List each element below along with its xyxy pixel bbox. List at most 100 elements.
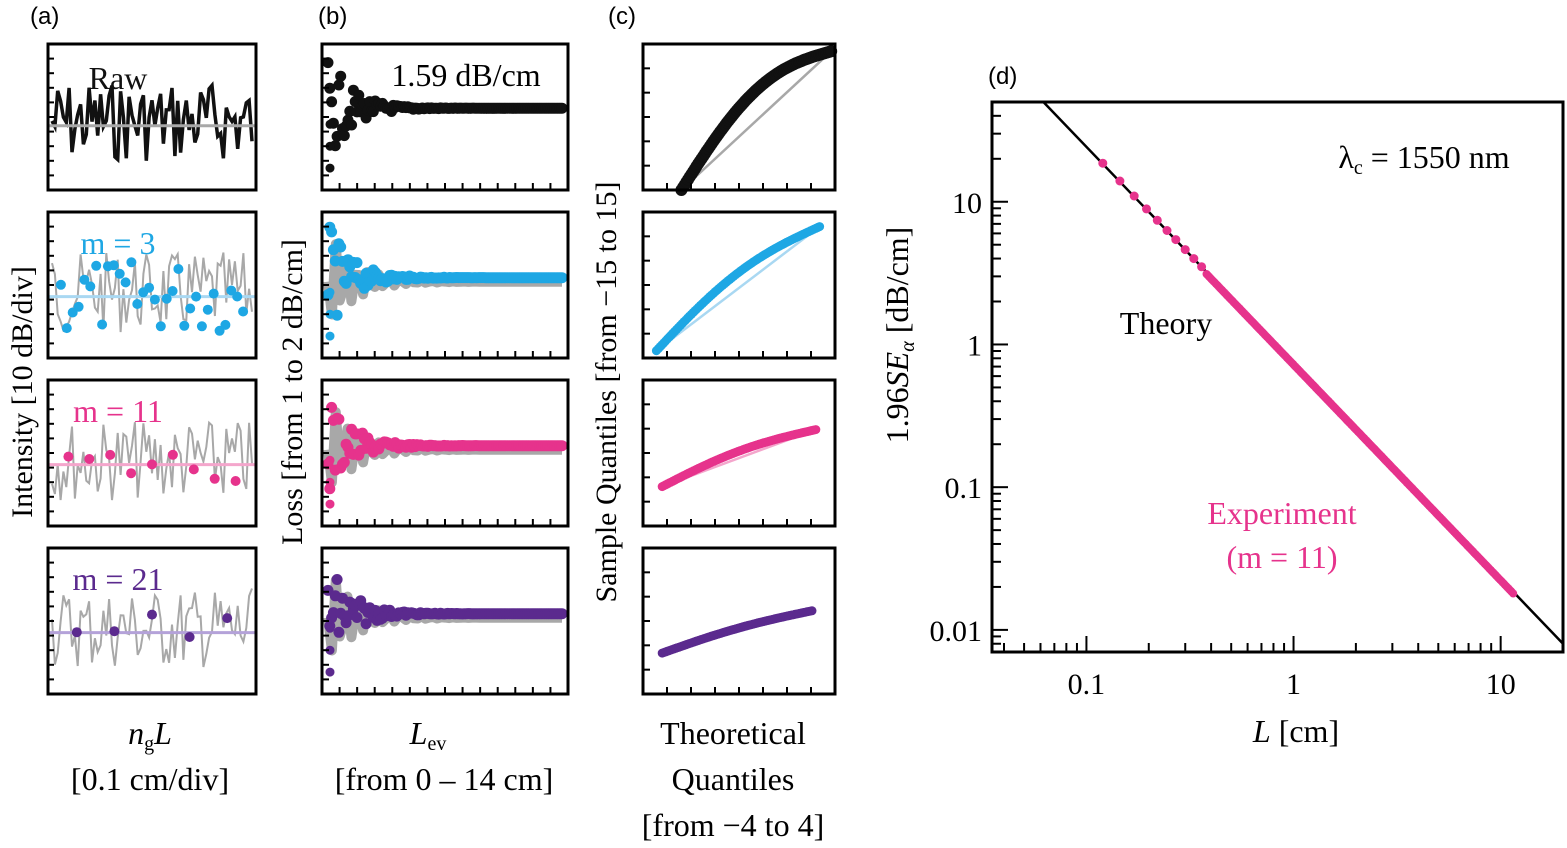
panel-a-frame <box>46 378 258 528</box>
panel-b-ylabel: Loss [from 1 to 2 dB/cm] <box>276 239 309 545</box>
sample-point <box>185 303 196 314</box>
loss-point <box>325 477 335 487</box>
panel-c-row-2 <box>641 378 837 528</box>
sample-point <box>188 464 199 475</box>
sample-point <box>132 299 143 309</box>
loss-point <box>325 141 335 151</box>
loss-point <box>325 331 335 341</box>
loss-point <box>326 226 338 238</box>
panel-b-frame <box>320 210 570 360</box>
panel-d-annotation: λc = 1550 nm <box>1338 139 1509 179</box>
panel-a-row-2 <box>46 378 258 528</box>
legend-theory: Theory <box>1120 305 1212 341</box>
panel-c-row-3 <box>641 546 837 696</box>
loss-point <box>333 413 345 425</box>
sample-point <box>196 321 207 332</box>
loss-point <box>326 96 338 108</box>
panel-a-ylabel: Intensity [10 dB/div] <box>6 266 39 518</box>
y-tick-label: 10 <box>952 187 982 220</box>
y-tick-label: 0.1 <box>945 472 983 505</box>
loss-point <box>556 608 568 620</box>
panel-a-frame <box>46 42 258 192</box>
sample-point <box>220 319 231 330</box>
experiment-series <box>1098 158 1518 598</box>
panel-b-row-1 <box>320 210 570 360</box>
loss-point <box>338 456 350 468</box>
experiment-point <box>1171 235 1181 245</box>
panel-c-row-0 <box>641 42 838 196</box>
sample-point <box>126 257 137 268</box>
row-tag-m11: m = 11 <box>73 393 163 429</box>
sample-point <box>149 294 160 305</box>
sample-point <box>85 281 96 292</box>
experiment-point <box>1142 204 1151 214</box>
x-tick-label: 10 <box>1486 668 1516 701</box>
sample-point <box>202 304 213 315</box>
y-tick-label: 1 <box>967 330 982 363</box>
panel-c-row-1 <box>641 210 837 360</box>
sample-point <box>114 268 125 279</box>
sample-point <box>184 632 195 642</box>
sample-point <box>97 319 108 330</box>
loss-point <box>325 623 335 633</box>
sample-point <box>144 282 155 293</box>
loss-point <box>556 272 568 284</box>
panel-b-row-0 <box>320 42 570 192</box>
panel-a-row-0 <box>46 42 258 192</box>
loss-point <box>556 440 568 452</box>
panel-b-row-2 <box>320 378 570 528</box>
panel-a-row-3 <box>46 546 258 696</box>
loss-point <box>325 287 335 297</box>
reference-line <box>655 225 821 352</box>
sample-point <box>167 286 178 296</box>
loss-point <box>324 483 336 495</box>
sample-point <box>61 323 72 334</box>
loss-point <box>333 626 345 638</box>
sample-point <box>209 473 220 484</box>
sample-point <box>109 626 120 637</box>
panel-c-xlabel-2: Quantiles <box>672 761 795 797</box>
panel-d-ylabel: 1.96SEα[dB/cm] <box>879 227 919 444</box>
intensity-trace <box>51 588 253 668</box>
panel-b <box>320 42 570 696</box>
loss-point <box>331 309 343 321</box>
sample-point <box>155 321 166 332</box>
panel-a-frame <box>46 210 258 360</box>
loss-point <box>351 257 363 269</box>
loss-point <box>324 82 336 94</box>
sample-point <box>79 274 90 285</box>
experiment-point <box>1129 191 1139 201</box>
panel-a-xlabel: ngL <box>128 715 172 755</box>
panel-a-frame <box>46 546 258 696</box>
sample-point <box>161 293 172 304</box>
loss-point <box>325 163 335 173</box>
sample-point <box>120 277 131 288</box>
loss-point <box>325 119 335 129</box>
row-tag-m21: m = 21 <box>73 561 164 597</box>
sample-point <box>126 468 137 479</box>
sample-point <box>147 459 157 470</box>
panel-b-frame <box>320 378 570 528</box>
panel-b-frame <box>320 42 570 192</box>
sample-point <box>173 264 184 274</box>
experiment-point <box>1189 254 1199 264</box>
panel-d: 0.1 1 10 0.01 0.1 1 10 <box>930 100 1565 701</box>
sample-point <box>222 613 233 624</box>
loss-point <box>325 455 335 465</box>
sample-point <box>230 476 241 486</box>
panel-c <box>641 42 838 696</box>
panel-c-frame <box>641 378 837 528</box>
x-tick-label: 0.1 <box>1068 668 1106 701</box>
loss-point <box>322 57 334 69</box>
loss-point <box>325 499 335 509</box>
panel-d-label: (d) <box>988 63 1017 90</box>
sample-point <box>167 449 178 460</box>
loss-point <box>325 667 335 677</box>
panel-c-frame <box>641 42 837 192</box>
legend-experiment-m: (m = 11) <box>1226 539 1337 575</box>
panel-d-xlabel: L [cm] <box>1252 713 1339 749</box>
panel-d-frame <box>990 100 1565 654</box>
quantile-point <box>815 222 825 232</box>
sample-point <box>105 449 116 460</box>
intensity-trace <box>51 250 253 333</box>
